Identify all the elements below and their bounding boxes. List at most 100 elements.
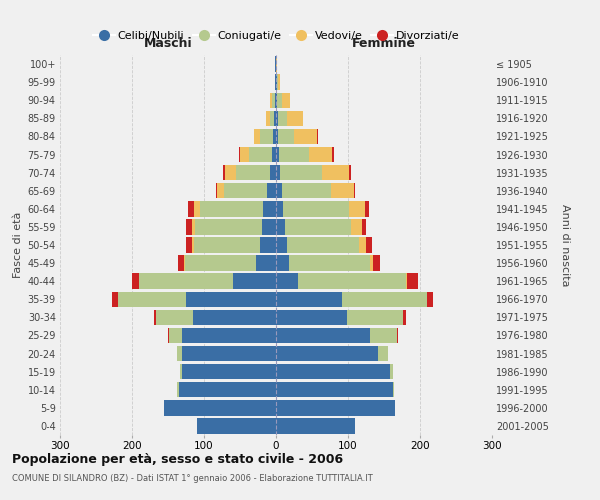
Bar	[188, 201, 194, 216]
Bar	[277, 74, 278, 90]
Bar	[156, 310, 193, 325]
Bar	[365, 201, 369, 216]
Bar	[179, 364, 182, 380]
Bar	[317, 128, 319, 144]
Bar	[370, 328, 397, 343]
Bar	[186, 238, 192, 252]
Y-axis label: Anni di nascita: Anni di nascita	[560, 204, 570, 286]
Bar	[397, 328, 398, 343]
Bar	[276, 328, 370, 343]
Bar	[215, 183, 217, 198]
Bar	[269, 110, 274, 126]
Bar	[273, 128, 276, 144]
Bar	[276, 92, 277, 108]
Bar	[196, 219, 262, 234]
Bar	[276, 238, 287, 252]
Y-axis label: Fasce di età: Fasce di età	[13, 212, 23, 278]
Bar	[427, 292, 433, 307]
Bar	[260, 128, 273, 144]
Text: Maschi: Maschi	[143, 36, 193, 50]
Bar	[362, 219, 366, 234]
Bar	[378, 346, 388, 362]
Bar	[349, 165, 351, 180]
Bar	[184, 256, 185, 271]
Bar	[197, 418, 276, 434]
Bar	[233, 274, 276, 289]
Bar	[272, 92, 275, 108]
Bar	[176, 346, 182, 362]
Bar	[200, 201, 263, 216]
Bar	[275, 74, 276, 90]
Bar	[270, 92, 272, 108]
Bar	[276, 274, 298, 289]
Bar	[276, 147, 279, 162]
Bar	[332, 147, 334, 162]
Bar	[118, 292, 186, 307]
Bar	[282, 92, 290, 108]
Bar	[240, 147, 248, 162]
Bar	[179, 382, 276, 398]
Bar	[224, 183, 268, 198]
Bar	[178, 256, 184, 271]
Bar	[287, 238, 359, 252]
Bar	[276, 292, 342, 307]
Bar	[279, 147, 309, 162]
Bar	[373, 256, 380, 271]
Bar	[256, 256, 276, 271]
Bar	[280, 165, 322, 180]
Bar	[278, 110, 287, 126]
Bar	[275, 92, 276, 108]
Bar	[192, 219, 196, 234]
Bar	[276, 74, 277, 90]
Text: COMUNE DI SILANDRO (BZ) - Dati ISTAT 1° gennaio 2006 - Elaborazione TUTTITALIA.I: COMUNE DI SILANDRO (BZ) - Dati ISTAT 1° …	[12, 474, 373, 483]
Bar	[194, 201, 200, 216]
Bar	[275, 56, 276, 72]
Bar	[248, 147, 272, 162]
Bar	[194, 238, 260, 252]
Bar	[276, 418, 355, 434]
Bar	[276, 183, 282, 198]
Bar	[294, 128, 317, 144]
Legend: Celibi/Nubili, Coniugati/e, Vedovi/e, Divorziati/e: Celibi/Nubili, Coniugati/e, Vedovi/e, Di…	[88, 27, 464, 46]
Bar	[366, 238, 372, 252]
Bar	[262, 219, 276, 234]
Bar	[225, 165, 236, 180]
Bar	[282, 183, 331, 198]
Bar	[276, 201, 283, 216]
Bar	[239, 147, 240, 162]
Bar	[186, 219, 192, 234]
Bar	[406, 274, 407, 289]
Bar	[276, 128, 278, 144]
Bar	[276, 165, 280, 180]
Bar	[276, 400, 395, 415]
Bar	[276, 364, 390, 380]
Bar	[182, 346, 276, 362]
Bar	[270, 165, 276, 180]
Bar	[277, 92, 282, 108]
Bar	[186, 292, 276, 307]
Bar	[132, 274, 139, 289]
Bar	[276, 256, 289, 271]
Bar	[274, 110, 276, 126]
Bar	[331, 183, 354, 198]
Bar	[354, 183, 355, 198]
Bar	[168, 328, 169, 343]
Bar	[185, 256, 256, 271]
Bar	[276, 382, 392, 398]
Bar	[276, 346, 378, 362]
Bar	[287, 110, 302, 126]
Bar	[276, 310, 347, 325]
Text: Femmine: Femmine	[352, 36, 416, 50]
Bar	[278, 74, 280, 90]
Bar	[192, 238, 194, 252]
Bar	[309, 147, 332, 162]
Text: Popolazione per età, sesso e stato civile - 2006: Popolazione per età, sesso e stato civil…	[12, 452, 343, 466]
Bar	[236, 165, 270, 180]
Bar	[359, 238, 366, 252]
Bar	[349, 201, 365, 216]
Bar	[164, 400, 276, 415]
Bar	[266, 110, 269, 126]
Bar	[298, 274, 406, 289]
Bar	[217, 183, 224, 198]
Bar	[272, 147, 276, 162]
